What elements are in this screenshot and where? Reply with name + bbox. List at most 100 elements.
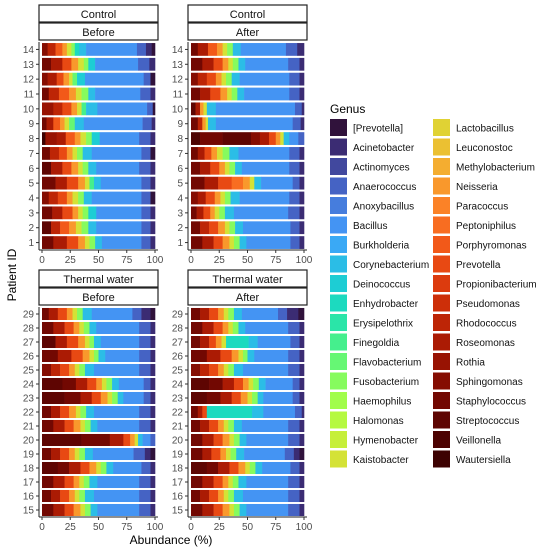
bar-patient-17	[191, 475, 305, 489]
bar-segment	[219, 161, 226, 175]
bar-segment	[150, 147, 156, 160]
legend-label: Propionibacterium	[456, 280, 537, 291]
bar-segment	[75, 377, 88, 391]
bar-segment	[222, 503, 230, 517]
bar-segment	[222, 433, 230, 447]
bar-segment	[213, 503, 223, 517]
bar-segment	[210, 206, 216, 220]
bar-segment	[42, 72, 48, 86]
legend-swatch	[433, 353, 450, 370]
legend-label: Neisseria	[456, 182, 498, 193]
bar-segment	[73, 419, 81, 433]
legend-swatch	[330, 177, 347, 195]
bar-segment	[150, 377, 156, 391]
legend-item: Fusobacterium	[330, 372, 419, 390]
bar-segment	[292, 377, 300, 391]
legend-label: Wautersiella	[456, 455, 511, 466]
bar-segment	[191, 191, 199, 205]
bar-segment	[78, 161, 83, 175]
bar-segment	[72, 147, 78, 160]
bar-segment	[91, 307, 133, 321]
bar-patient-21	[42, 419, 156, 433]
legend-item: Staphylococcus	[433, 392, 526, 409]
bar-segment	[100, 335, 140, 349]
bar-segment	[84, 503, 91, 517]
bar-segment	[220, 349, 232, 363]
bar-segment	[299, 206, 305, 220]
bar-segment	[247, 391, 253, 405]
bar-segment	[152, 102, 156, 116]
bar-segment	[299, 221, 305, 235]
bar-segment	[206, 391, 221, 405]
bar-patient-18	[42, 461, 156, 475]
legend-swatch	[330, 372, 347, 390]
bar-segment	[81, 102, 87, 116]
bar-segment	[240, 391, 248, 405]
bar-segment	[202, 117, 206, 131]
bar-segment	[257, 335, 291, 349]
bar-segment	[221, 335, 227, 349]
bar-segment	[77, 147, 83, 160]
bar-segment	[235, 221, 244, 235]
bar-segment	[106, 461, 114, 475]
bar-segment	[239, 503, 247, 517]
bar-segment	[139, 419, 151, 433]
legend-item: Methylobacterium	[433, 158, 535, 175]
bar-segment	[248, 335, 258, 349]
bar-segment	[202, 433, 214, 447]
bar-segment	[93, 349, 99, 363]
bar-segment	[280, 132, 284, 145]
bar-segment	[289, 87, 300, 101]
bar-segment	[72, 72, 78, 86]
bar-segment	[150, 489, 156, 503]
y-tick-label: 11	[173, 90, 184, 101]
y-tick-label: 23	[23, 394, 35, 405]
facet-strip-time	[187, 287, 308, 306]
bar-segment	[46, 117, 54, 131]
bar-segment	[299, 147, 305, 160]
legend-swatch	[330, 255, 347, 273]
x-tick-label: 25	[214, 522, 226, 533]
bar-segment	[213, 321, 223, 335]
bar-segment	[290, 335, 300, 349]
bar-segment	[228, 363, 235, 377]
x-tick-label: 0	[188, 255, 194, 266]
bar-segment	[71, 349, 83, 363]
bar-segment	[79, 321, 85, 335]
bar-patient-27	[42, 335, 156, 349]
bar-segment	[66, 236, 79, 249]
bar-segment	[75, 405, 81, 419]
bar-segment	[150, 221, 156, 235]
bar-segment	[284, 447, 295, 461]
bar-segment	[42, 461, 59, 475]
bar-segment	[231, 176, 244, 190]
legend-items: [Prevotella] Acinetobacter Actinomyces Anae…	[330, 119, 537, 468]
bar-segment	[191, 57, 203, 71]
legend-swatch	[330, 392, 347, 409]
bar-segment	[254, 349, 289, 363]
bar-segment	[220, 391, 232, 405]
bar-segment	[139, 132, 151, 145]
bar-patient-17	[42, 475, 156, 489]
bar-segment	[238, 57, 246, 71]
bar-segment	[138, 433, 143, 447]
bar-segment	[210, 87, 221, 101]
bar-patient-5	[191, 176, 305, 190]
legend-item: [Prevotella]	[330, 119, 403, 136]
legend-swatch	[330, 197, 347, 214]
legend-label: Actinomyces	[353, 163, 410, 174]
bar-segment	[52, 206, 63, 220]
bar-segment	[288, 503, 300, 517]
legend-item: Wautersiella	[433, 450, 511, 468]
legend-swatch	[330, 431, 347, 448]
bar-segment	[238, 461, 246, 475]
bar-segment	[197, 117, 203, 131]
bar-patient-15	[191, 503, 305, 517]
bar-patient-1	[42, 236, 156, 249]
x-tick-label: 50	[242, 255, 254, 266]
bar-segment	[42, 475, 54, 489]
bar-segment	[191, 489, 201, 503]
bar-segment	[91, 132, 100, 145]
x-tick-label: 75	[270, 522, 282, 533]
